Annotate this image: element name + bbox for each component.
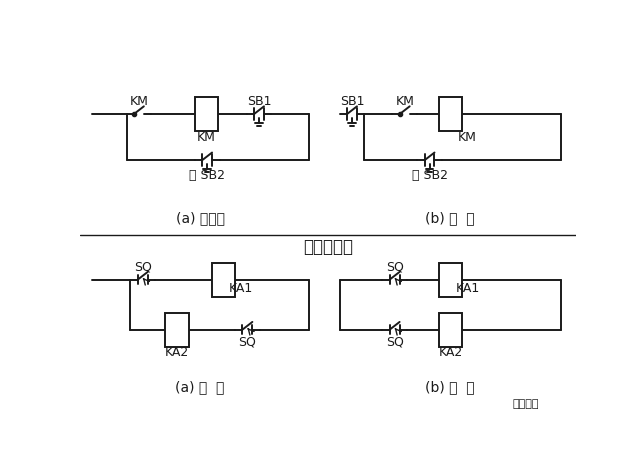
Text: KM: KM xyxy=(197,131,216,144)
Text: SQ: SQ xyxy=(386,335,404,348)
Bar xyxy=(212,263,235,296)
Text: (b) 正  确: (b) 正 确 xyxy=(425,380,474,394)
Bar xyxy=(439,263,462,296)
Text: KA1: KA1 xyxy=(456,282,479,295)
Bar xyxy=(165,313,189,347)
Text: SQ: SQ xyxy=(239,335,257,348)
Bar xyxy=(439,313,462,347)
Text: KA1: KA1 xyxy=(229,282,253,295)
Text: (b) 合  理: (b) 合 理 xyxy=(425,211,474,225)
Text: SB1: SB1 xyxy=(247,95,271,108)
Text: SQ: SQ xyxy=(386,261,404,274)
Text: 电器连接图: 电器连接图 xyxy=(303,238,353,256)
Text: KA2: KA2 xyxy=(438,346,463,359)
Text: KM: KM xyxy=(458,131,477,144)
Bar xyxy=(439,97,462,131)
Text: 山 SB2: 山 SB2 xyxy=(412,169,447,182)
Text: (a) 错  误: (a) 错 误 xyxy=(175,380,225,394)
Text: SQ: SQ xyxy=(134,261,152,274)
Text: 山 SB2: 山 SB2 xyxy=(189,169,225,182)
Text: 技成培训: 技成培训 xyxy=(513,399,539,409)
Text: KM: KM xyxy=(129,95,148,108)
Text: SB1: SB1 xyxy=(340,95,364,108)
Text: (a) 不合理: (a) 不合理 xyxy=(175,211,225,225)
Bar xyxy=(195,97,218,131)
Text: KA2: KA2 xyxy=(164,346,189,359)
Text: KM: KM xyxy=(396,95,414,108)
